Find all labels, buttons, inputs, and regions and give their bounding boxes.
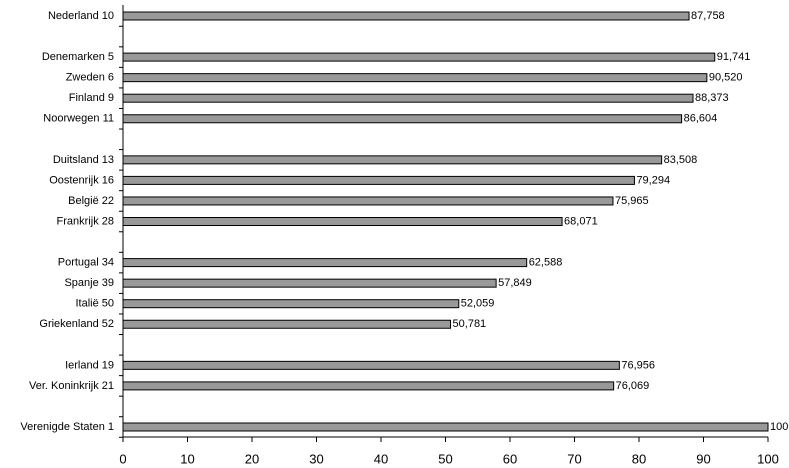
value-label: 83,508 xyxy=(664,154,698,166)
value-label: 57,849 xyxy=(498,277,532,289)
y-tick-label: Denemarken 5 xyxy=(42,51,114,63)
x-tick-label: 0 xyxy=(119,451,126,466)
bar xyxy=(122,360,620,370)
y-tick-label: Ver. Koninkrijk 21 xyxy=(29,380,114,392)
bar xyxy=(122,319,452,329)
bar xyxy=(122,11,690,21)
bar xyxy=(122,175,635,185)
bar xyxy=(122,381,615,391)
bar xyxy=(122,73,708,83)
y-tick-label: Oostenrijk 16 xyxy=(49,174,114,186)
y-tick-label: Portugal 34 xyxy=(58,257,114,269)
value-label: 68,071 xyxy=(564,215,598,227)
x-tick-label: 90 xyxy=(696,451,710,466)
x-tick-label: 20 xyxy=(245,451,259,466)
value-label: 76,956 xyxy=(621,359,655,371)
y-tick-label: Noorwegen 11 xyxy=(43,113,114,125)
y-tick-label: Frankrijk 28 xyxy=(57,215,114,227)
y-tick-label: Nederland 10 xyxy=(48,10,114,22)
bar xyxy=(122,299,460,309)
bar xyxy=(122,278,497,288)
bar xyxy=(122,422,769,432)
bar xyxy=(122,217,563,226)
y-tick-label: Griekenland 52 xyxy=(39,318,114,330)
y-tick-label: Ierland 19 xyxy=(65,359,114,371)
x-tick-label: 30 xyxy=(309,451,323,466)
y-tick-label: België 22 xyxy=(68,195,114,207)
y-tick-label: Duitsland 13 xyxy=(53,154,114,166)
x-tick-label: 40 xyxy=(374,451,388,466)
value-label: 90,520 xyxy=(709,72,743,84)
x-tick-label: 70 xyxy=(567,451,581,466)
y-tick-label: Verenigde Staten 1 xyxy=(20,421,114,433)
value-label: 100 xyxy=(770,421,788,433)
value-label: 76,069 xyxy=(616,380,650,392)
bar xyxy=(122,196,614,206)
value-label: 86,604 xyxy=(684,113,718,125)
bar xyxy=(122,155,663,165)
bar xyxy=(122,114,683,124)
value-label: 50,781 xyxy=(453,318,487,330)
value-label: 88,373 xyxy=(695,92,729,104)
value-label: 75,965 xyxy=(615,195,649,207)
bar xyxy=(122,258,528,268)
y-tick-label: Zweden 6 xyxy=(66,72,114,84)
value-label: 91,741 xyxy=(717,51,751,63)
x-tick-label: 80 xyxy=(632,451,646,466)
y-tick-label: Italië 50 xyxy=(75,298,114,310)
x-tick-label: 10 xyxy=(180,451,194,466)
y-tick-label: Spanje 39 xyxy=(64,277,114,289)
value-label: 87,758 xyxy=(691,10,725,22)
y-tick-label: Finland 9 xyxy=(69,92,114,104)
value-label: 52,059 xyxy=(461,298,495,310)
x-tick-label: 100 xyxy=(757,451,779,466)
value-label: 62,588 xyxy=(529,257,563,269)
value-label: 79,294 xyxy=(636,174,670,186)
x-tick-label: 50 xyxy=(438,451,452,466)
x-tick-label: 60 xyxy=(503,451,517,466)
bar xyxy=(122,93,694,103)
bar xyxy=(122,52,716,62)
